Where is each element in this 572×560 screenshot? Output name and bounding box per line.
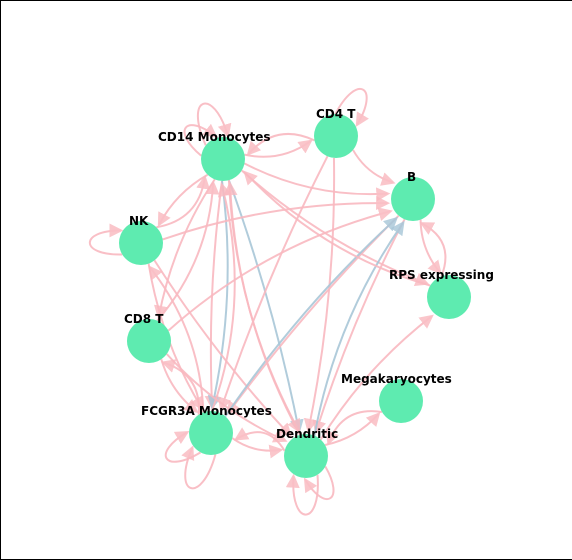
node-label: FCGR3A Monocytes: [141, 404, 272, 418]
edge: [168, 211, 390, 330]
node-label: NK: [129, 214, 149, 228]
edge: [156, 178, 204, 228]
edge: [159, 179, 215, 317]
node-label: Dendritic: [276, 427, 338, 441]
network-frame: CD4 T B RPS expressing Megakaryocytes Dendri…: [0, 0, 572, 560]
network-svg: CD4 T B RPS expressing Megakaryocytes Dendri…: [0, 0, 572, 560]
node-label: RPS expressing: [389, 268, 494, 282]
edge: [232, 438, 280, 450]
node-label: Megakaryocytes: [341, 372, 452, 386]
node-label: CD14 Monocytes: [158, 130, 271, 144]
edge: [353, 150, 393, 183]
labels-layer: CD4 T B RPS expressing Megakaryocytes Dendri…: [124, 107, 494, 441]
node-label: B: [407, 170, 416, 184]
node-label: CD8 T: [124, 312, 164, 326]
edge: [221, 156, 327, 409]
self-loop: [90, 230, 122, 254]
node-label: CD4 T: [316, 107, 356, 121]
